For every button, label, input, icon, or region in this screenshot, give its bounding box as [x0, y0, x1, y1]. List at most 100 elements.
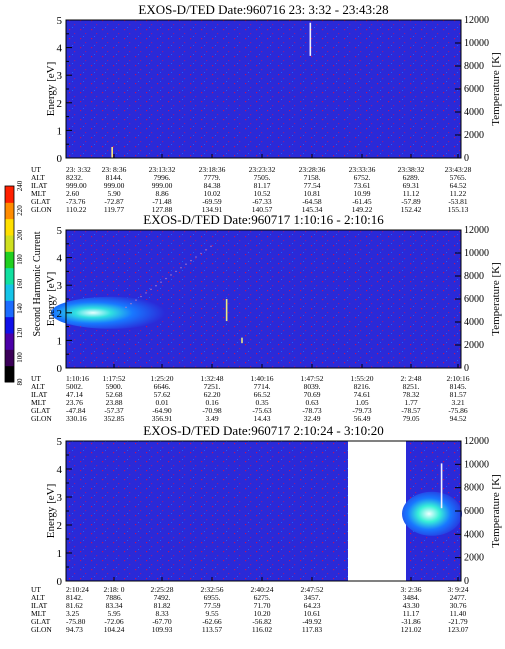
table-row-label: ALT: [31, 593, 45, 602]
flux-dot: [185, 263, 187, 265]
table-cell: 145.34: [302, 205, 323, 214]
table-cell: 52.68: [106, 390, 123, 399]
table-cell: 2: 2:48: [400, 374, 421, 383]
table-cell: -78.57: [401, 406, 421, 415]
table-cell: 30.76: [450, 601, 467, 610]
y-tick-label: 4: [57, 253, 63, 265]
table-cell: 64.52: [450, 181, 467, 190]
table-row-label: ALT: [31, 382, 45, 391]
y2-tick-label: 8000: [464, 61, 484, 72]
colorbar-segment: [5, 333, 14, 350]
table-cell: 81.62: [66, 601, 83, 610]
table-cell: 10.52: [254, 189, 271, 198]
table-cell: 3.49: [205, 414, 218, 423]
table-cell: 47.14: [66, 390, 83, 399]
table-cell: 8.33: [155, 609, 168, 618]
table-cell: 2:40:24: [251, 585, 274, 594]
table-cell: 81.57: [450, 390, 467, 399]
table-row-label: GLAT: [31, 406, 51, 415]
y-tick-label: 5: [57, 225, 63, 237]
table-cell: 3: 9:24: [447, 585, 468, 594]
table-cell: 0.63: [305, 398, 318, 407]
flux-dot: [155, 285, 157, 287]
y2-tick-label: 2000: [464, 340, 484, 351]
y2-tick-label: 12000: [464, 15, 489, 26]
y-tick-label: 1: [57, 335, 63, 347]
table-cell: 1:32:48: [201, 374, 224, 383]
table-cell: 23:18:36: [199, 165, 226, 174]
y2-tick-label: 0: [464, 363, 469, 374]
table-cell: -57.89: [401, 197, 421, 206]
colorbar-tick-label: 180: [16, 254, 24, 265]
table-cell: -79.73: [352, 406, 372, 415]
table-cell: -21.79: [448, 617, 468, 626]
table-cell: 8142.: [66, 593, 83, 602]
table-cell: 56.49: [354, 414, 371, 423]
table-cell: -75.63: [252, 406, 272, 415]
table-cell: 152.42: [401, 205, 422, 214]
table-cell: -53.81: [448, 197, 468, 206]
table-cell: 8216.: [354, 382, 371, 391]
table-cell: 110.22: [66, 205, 87, 214]
y2-tick-label: 12000: [464, 436, 489, 447]
y-tick-label: 0: [57, 363, 63, 375]
table-cell: 0.01: [155, 398, 168, 407]
table-row-label: GLON: [31, 205, 52, 214]
flux-dot: [195, 256, 197, 258]
table-cell: -31.86: [401, 617, 421, 626]
table-cell: 2:18: 0: [103, 585, 124, 594]
y2-tick-label: 8000: [464, 483, 484, 494]
colorbar-tick-label: 100: [16, 352, 24, 363]
table-row-label: GLAT: [31, 617, 51, 626]
table-cell: 69.31: [403, 181, 420, 190]
table-cell: 5.90: [107, 189, 120, 198]
table-cell: 73.61: [354, 181, 371, 190]
flux-dot: [200, 252, 202, 255]
table-cell: 70.69: [304, 390, 321, 399]
table-cell: 23:23:32: [249, 165, 276, 174]
colorbar-segment: [5, 284, 14, 301]
table-cell: 5900.: [106, 382, 123, 391]
table-cell: 23:13:32: [149, 165, 176, 174]
y-tick-label: 2: [57, 520, 63, 532]
flux-dot: [135, 299, 137, 301]
table-cell: 1:17:52: [103, 374, 126, 383]
y-axis-label: Energy [eV]: [45, 62, 57, 116]
table-cell: 140.57: [252, 205, 273, 214]
y2-tick-label: 4000: [464, 107, 484, 118]
y2-tick-label: 8000: [464, 271, 484, 282]
table-cell: 352.85: [104, 414, 125, 423]
table-cell: 2:10:24: [66, 585, 89, 594]
y2-tick-label: 2000: [464, 130, 484, 141]
y-tick-label: 3: [57, 280, 63, 292]
table-cell: 0.35: [255, 398, 268, 407]
table-cell: 7251.: [204, 382, 221, 391]
colorbar-tick-label: 140: [16, 303, 24, 314]
table-cell: -61.45: [352, 197, 372, 206]
table-cell: 2:32:56: [201, 585, 224, 594]
table-cell: -56.82: [252, 617, 272, 626]
colorbar-tick-label: 240: [16, 180, 24, 191]
table-cell: 0.16: [205, 398, 218, 407]
table-cell: 7492.: [154, 593, 171, 602]
table-cell: 23:38:32: [398, 165, 425, 174]
table-row-label: GLAT: [31, 197, 51, 206]
table-cell: 94.73: [66, 625, 83, 634]
table-cell: 999.00: [104, 181, 125, 190]
table-row-label: MLT: [31, 398, 47, 407]
table-cell: 11.17: [403, 609, 420, 618]
table-cell: 7996.: [154, 173, 171, 182]
table-cell: 5765.: [450, 173, 467, 182]
table-cell: 7779.: [204, 173, 221, 182]
table-cell: 7714.: [254, 382, 271, 391]
y2-tick-label: 6000: [464, 506, 484, 517]
table-cell: 66.52: [254, 390, 271, 399]
y-axis-label: Energy [eV]: [45, 484, 57, 538]
y2-tick-label: 10000: [464, 459, 489, 470]
flux-dot: [205, 249, 207, 251]
y2-tick-label: 6000: [464, 294, 484, 305]
flux-dot: [150, 288, 152, 291]
y2-tick-label: 0: [464, 153, 469, 164]
table-cell: 330.16: [66, 414, 87, 423]
table-cell: 64.23: [304, 601, 321, 610]
